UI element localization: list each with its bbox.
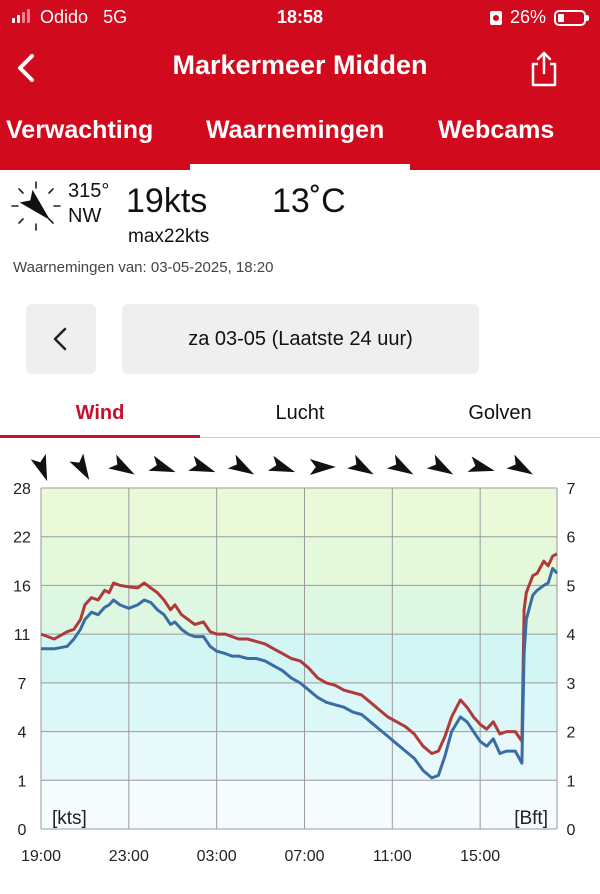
y-axis-unit-left: [kts] (52, 808, 87, 829)
tab-waarnemingen[interactable]: Waarnemingen (206, 116, 385, 144)
current-conditions: 315° NW 19kts max22kts 13˚C Waarnemingen… (0, 170, 600, 290)
wind-direction-arrow-icon (69, 453, 90, 480)
wind-gust-max: max22kts (128, 226, 210, 247)
tab-wind[interactable]: Wind (75, 402, 125, 424)
y-tick-label-right: 2 (567, 725, 576, 742)
y-tick-label-left: 11 (14, 627, 31, 644)
wind-direction-label: NW (68, 205, 102, 227)
app-header: Markermeer Midden Verwachting Waarneming… (0, 36, 600, 170)
wind-direction-arrow-icon (426, 454, 454, 475)
y-tick-label-left: 4 (18, 725, 27, 742)
wind-direction-arrow-icon (227, 454, 255, 475)
y-tick-label-right: 3 (567, 676, 576, 693)
y-tick-label-left: 16 (13, 578, 31, 595)
wind-speed: 19kts (126, 182, 208, 220)
tab-lucht[interactable]: Lucht (275, 402, 325, 424)
wind-series-avg (41, 566, 559, 780)
x-tick-label: 23:00 (109, 848, 149, 865)
y-tick-label-left: 22 (13, 530, 31, 547)
main-tabs: Verwachting Waarnemingen Webcams (0, 100, 600, 170)
tab-webcams[interactable]: Webcams (438, 116, 555, 144)
chevron-left-icon (53, 327, 67, 351)
wind-direction-arrow-icon (506, 454, 533, 475)
clock: 18:58 (276, 7, 324, 27)
y-tick-label-left: 28 (13, 481, 31, 498)
beaufort-zone-6 (41, 488, 557, 537)
y-tick-label-left: 1 (18, 773, 27, 790)
observation-timestamp: Waarnemingen van: 03-05-2025, 18:20 (13, 259, 274, 276)
back-arrow-icon[interactable] (10, 50, 46, 86)
wind-direction-degrees: 315° (68, 180, 110, 202)
wind-direction-arrow-icon (108, 454, 135, 475)
beaufort-zone-3 (41, 634, 557, 683)
wind-direction-arrow-icon (309, 459, 336, 475)
wind-series-max (40, 552, 558, 755)
wind-direction-arrow-icon (467, 456, 495, 472)
y-tick-label-left: 7 (18, 676, 27, 693)
tab-golven[interactable]: Golven (468, 402, 532, 424)
wind-direction-arrow-icon (30, 453, 48, 482)
tab-verwachting[interactable]: Verwachting (6, 116, 154, 144)
wind-direction-arrow-icon (188, 455, 216, 473)
y-tick-label-right: 1 (567, 773, 576, 790)
chart-tabs: Wind Lucht Golven (0, 390, 600, 438)
x-tick-label: 11:00 (373, 848, 412, 865)
wind-direction-arrow-icon (347, 454, 374, 475)
date-range-selector[interactable]: za 03-05 (Laatste 24 uur) (122, 304, 479, 374)
share-icon[interactable] (526, 50, 562, 88)
y-tick-label-right: 4 (567, 627, 576, 644)
beaufort-zone-4 (41, 585, 557, 635)
y-tick-label-right: 7 (567, 481, 576, 498)
y-axis-unit-right: [Bft] (514, 808, 548, 829)
signal-icon (12, 9, 30, 23)
y-tick-label-left: 0 (18, 822, 27, 839)
battery-icon (554, 9, 589, 26)
wind-direction-arrow-icon (386, 454, 414, 475)
temperature: 13˚C (272, 182, 346, 220)
wind-direction-compass-icon (11, 181, 61, 231)
x-tick-label: 07:00 (284, 848, 324, 865)
x-tick-label: 03:00 (197, 848, 237, 865)
beaufort-zone-2 (41, 682, 557, 732)
beaufort-zone-0 (41, 780, 557, 829)
active-subtab-indicator (0, 435, 200, 438)
beaufort-zone-1 (41, 731, 557, 781)
x-tick-label: 19:00 (21, 848, 61, 865)
wind-direction-arrow-icon (148, 455, 176, 473)
wind-direction-arrow-icon (267, 455, 296, 473)
previous-day-button[interactable] (26, 304, 96, 374)
active-tab-indicator (190, 164, 410, 170)
x-tick-label: 15:00 (460, 848, 500, 865)
page-title: Markermeer Midden (172, 50, 428, 80)
battery-percent: 26% (509, 7, 546, 27)
beaufort-zone-5 (41, 536, 557, 586)
carrier-label: Odido 5G (40, 7, 128, 27)
wind-chart: 19:00 23:00 03:00 07:00 11:00 15:000 01 14 27 311… (13, 453, 576, 865)
orientation-lock-icon (489, 10, 502, 25)
y-tick-label-right: 5 (567, 578, 576, 595)
y-tick-label-right: 6 (567, 530, 576, 547)
y-tick-label-right: 0 (567, 822, 576, 839)
status-bar: Odido 5G 18:58 26% (0, 0, 600, 36)
